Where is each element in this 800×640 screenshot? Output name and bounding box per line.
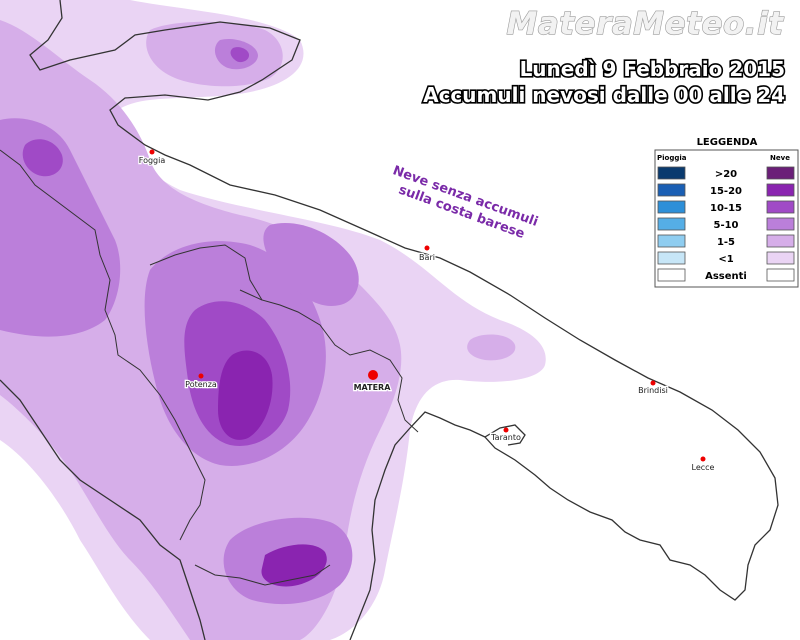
city-label-foggia: Foggia [139, 156, 166, 165]
city-markers: Foggia Bari Potenza MATERA Taranto Brind… [138, 149, 716, 473]
snow-zone-gargano-peak [230, 47, 250, 63]
city-label-matera: MATERA [354, 383, 392, 392]
regional-border-2 [149, 244, 419, 433]
legend-row-label: <1 [718, 254, 733, 265]
city-label-lecce: Lecce [692, 463, 715, 472]
snow-contours [0, 0, 546, 640]
adriatic-coastline [29, 0, 779, 601]
brand-logo: MateraMeteo.it [506, 6, 784, 42]
regional-border-4 [194, 564, 331, 586]
city-dot-bari [424, 245, 430, 251]
legend-snow-swatch [766, 251, 795, 265]
legend-title: LEGGENDA [697, 137, 758, 148]
tyrrhenian-coastline [0, 379, 206, 640]
map-date-title: Lunedì 9 Febbraio 2015 [520, 57, 785, 81]
legend-snow-swatch [766, 200, 795, 214]
legend-rain-swatch [657, 251, 686, 265]
legend-snow-swatch [766, 217, 795, 231]
legend-rain-swatch [657, 200, 686, 214]
legend-rain-header: Pioggia [657, 154, 687, 162]
city-dot-foggia [149, 149, 155, 155]
city-label-potenza: Potenza [185, 380, 217, 389]
snow-zone-10-15-north [22, 139, 63, 177]
legend-snow-swatch [766, 166, 795, 180]
coastline-and-borders [0, 0, 779, 640]
legend-rows: >20 15-20 10-15 5-10 1-5 <1 Assenti [657, 166, 795, 282]
legend-row-label: 15-20 [710, 186, 742, 197]
legend-row-label: 5-10 [713, 220, 738, 231]
legend-rain-swatch [657, 166, 686, 180]
city-dot-matera [368, 370, 378, 380]
snow-zone-5-10-west [0, 118, 121, 337]
city-dot-brindisi [650, 380, 656, 386]
legend-rain-swatch [657, 234, 686, 248]
ionian-coastline [349, 411, 486, 640]
city-label-taranto: Taranto [490, 433, 521, 442]
legend-snow-swatch [766, 183, 795, 197]
legend-row-label: 10-15 [710, 203, 742, 214]
city-label-bari: Bari [419, 253, 435, 262]
legend-rain-swatch [657, 268, 686, 282]
legend-rain-swatch [657, 183, 686, 197]
legend-row-label: Assenti [705, 271, 747, 282]
city-dot-lecce [700, 456, 706, 462]
snow-zone-gargano [146, 21, 283, 87]
city-label-brindisi: Brindisi [638, 386, 668, 395]
legend-panel: LEGGENDA Pioggia Neve >20 15-20 10-15 5-10 1… [654, 137, 799, 288]
map-subtitle: Accumuli nevosi dalle 00 alle 24 [423, 83, 785, 107]
legend-row-label: 1-5 [717, 237, 735, 248]
snow-zone-5-10-east [263, 223, 359, 306]
regional-border-1 [0, 149, 206, 541]
city-dot-taranto [503, 427, 509, 433]
legend-row-label: >20 [715, 169, 737, 180]
snow-zone-murge [467, 334, 516, 361]
legend-snow-swatch [766, 268, 795, 282]
city-dot-potenza [198, 373, 204, 379]
legend-snow-swatch [766, 234, 795, 248]
regional-border-3 [239, 289, 263, 301]
snow-zone-15-20-core [218, 350, 273, 440]
legend-rain-swatch [657, 217, 686, 231]
legend-snow-header: Neve [770, 154, 790, 162]
